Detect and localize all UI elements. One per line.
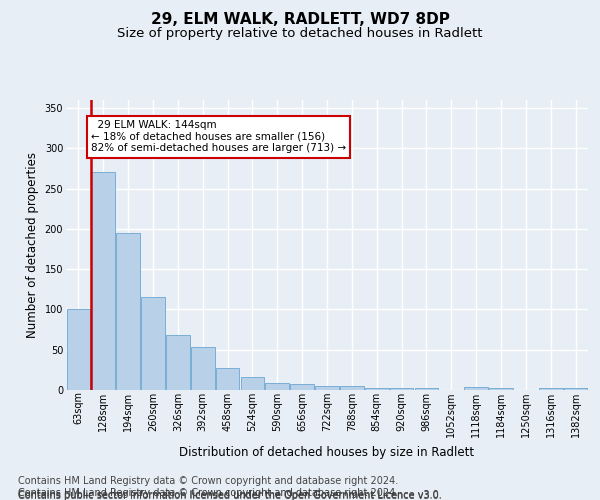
Bar	[315, 386, 339, 390]
Bar	[241, 377, 264, 390]
Bar	[390, 388, 413, 390]
Bar	[564, 388, 587, 390]
Text: Contains public sector information licensed under the Open Government Licence v3: Contains public sector information licen…	[18, 490, 442, 500]
Bar	[340, 386, 364, 390]
Bar	[265, 383, 289, 390]
Text: Contains HM Land Registry data © Crown copyright and database right 2024.
Contai: Contains HM Land Registry data © Crown c…	[18, 476, 442, 500]
Bar	[489, 388, 513, 390]
Bar	[539, 388, 563, 390]
Text: Contains HM Land Registry data © Crown copyright and database right 2024.: Contains HM Land Registry data © Crown c…	[18, 488, 398, 498]
Bar	[365, 388, 389, 390]
Bar	[191, 346, 215, 390]
Bar	[91, 172, 115, 390]
Bar	[216, 368, 239, 390]
Bar	[290, 384, 314, 390]
Text: 29, ELM WALK, RADLETT, WD7 8DP: 29, ELM WALK, RADLETT, WD7 8DP	[151, 12, 449, 28]
Text: Size of property relative to detached houses in Radlett: Size of property relative to detached ho…	[117, 28, 483, 40]
Bar	[166, 335, 190, 390]
Text: 29 ELM WALK: 144sqm
← 18% of detached houses are smaller (156)
82% of semi-detac: 29 ELM WALK: 144sqm ← 18% of detached ho…	[91, 120, 346, 154]
Bar	[141, 298, 165, 390]
Bar	[116, 233, 140, 390]
Bar	[67, 310, 90, 390]
Bar	[464, 387, 488, 390]
Bar	[415, 388, 438, 390]
Text: Distribution of detached houses by size in Radlett: Distribution of detached houses by size …	[179, 446, 475, 459]
Y-axis label: Number of detached properties: Number of detached properties	[26, 152, 39, 338]
